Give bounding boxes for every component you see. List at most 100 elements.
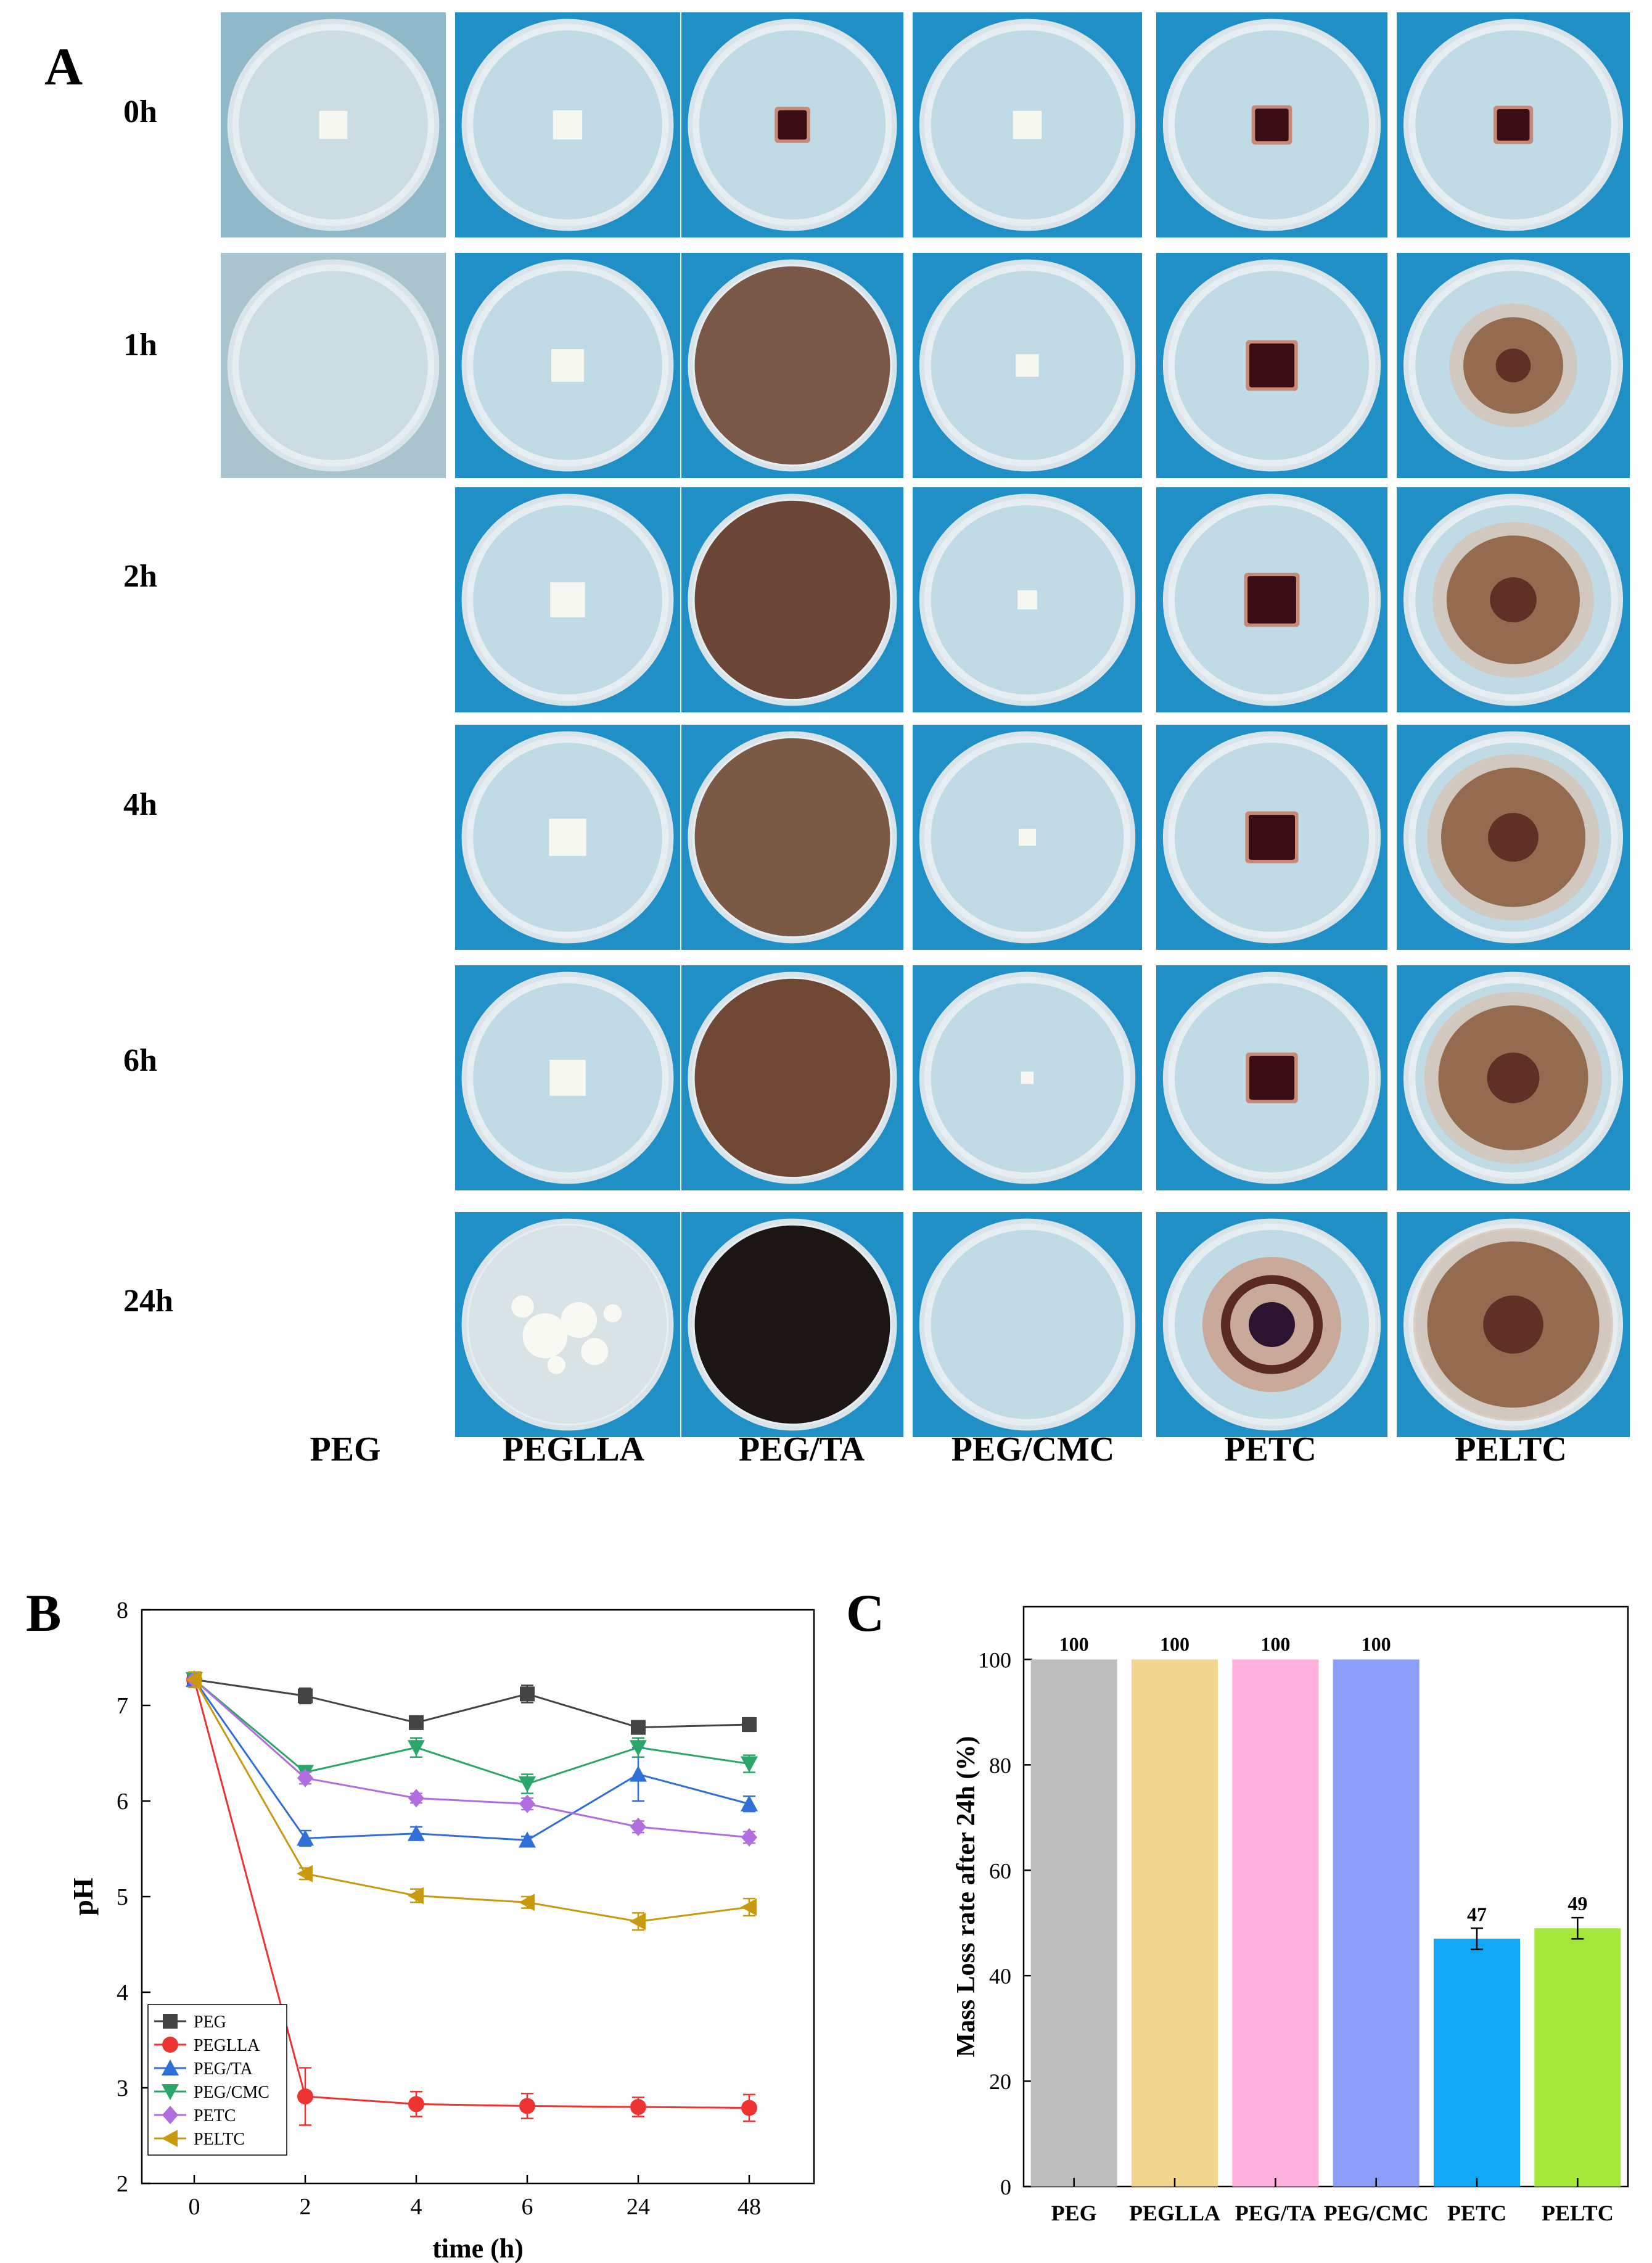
x-tick-label: PETC — [1447, 2201, 1506, 2225]
legend-marker — [163, 2014, 178, 2029]
column-label: PELTC — [1455, 1430, 1567, 1469]
data-point — [519, 2098, 535, 2114]
data-point — [741, 1795, 758, 1812]
petri-dish-photo — [913, 487, 1142, 712]
series-line — [194, 1679, 750, 1839]
petri-dish-photo — [1397, 965, 1630, 1190]
petri-dish-photo — [681, 12, 903, 237]
data-point — [741, 2100, 757, 2116]
legend-label: PETC — [194, 2106, 236, 2125]
panel-c-letter: C — [846, 1583, 885, 1643]
legend-label: PEGLLA — [194, 2036, 260, 2055]
bar-peg-ta — [1232, 1659, 1319, 2187]
data-point — [408, 1887, 424, 1905]
data-point — [742, 1717, 757, 1732]
panel-b-letter: B — [26, 1583, 62, 1643]
y-axis-label: Mass Loss rate after 24h (%) — [952, 1736, 980, 2058]
y-tick-label: 100 — [978, 1647, 1011, 1672]
column-label: PEG — [310, 1430, 381, 1469]
y-tick-label: 7 — [117, 1693, 128, 1719]
data-point — [408, 1740, 425, 1757]
time-label: 4h — [123, 787, 157, 822]
series-line — [193, 1679, 750, 1923]
petri-dish-photo — [455, 12, 680, 237]
petri-dish-photo — [1397, 487, 1630, 712]
data-point — [186, 1671, 202, 1689]
petri-dish-photo — [913, 965, 1142, 1190]
x-tick-label: PEG/TA — [1235, 2201, 1316, 2225]
x-tick-label: 2 — [300, 2194, 311, 2220]
legend-marker — [162, 2130, 178, 2147]
petri-dish-photo — [1397, 1212, 1630, 1437]
petri-dish-photo — [1397, 725, 1630, 950]
petri-dish-photo — [681, 725, 903, 950]
petri-dish-photo — [455, 253, 680, 478]
petri-dish-photo — [455, 965, 680, 1190]
time-label: 0h — [123, 94, 157, 130]
x-tick-label: PEGLLA — [1129, 2201, 1220, 2225]
data-label: 100 — [1160, 1633, 1190, 1655]
data-point — [297, 1768, 313, 1787]
data-point — [408, 2096, 424, 2113]
petri-dish-photo — [1156, 12, 1387, 237]
legend-marker — [162, 2037, 178, 2053]
data-point — [298, 1688, 313, 1704]
data-label: 100 — [1362, 1633, 1391, 1655]
series-line — [194, 1678, 750, 1785]
y-tick-label: 2 — [117, 2171, 128, 2197]
bar-peglla — [1132, 1659, 1218, 2187]
column-label: PEG/CMC — [951, 1430, 1115, 1469]
data-point — [519, 1794, 535, 1813]
petri-dish-photo — [455, 725, 680, 950]
petri-dish-photo — [913, 12, 1142, 237]
y-tick-label: 6 — [117, 1789, 128, 1815]
x-tick-label: PEG — [1051, 2201, 1097, 2225]
petri-dish-photo — [221, 12, 446, 237]
legend-box — [147, 2004, 287, 2156]
series-peg-ta — [186, 1671, 758, 1848]
data-point — [519, 1831, 536, 1848]
time-label: 6h — [123, 1043, 157, 1078]
petri-dish-photo — [681, 965, 903, 1190]
data-point — [297, 2088, 313, 2104]
y-tick-label: 20 — [989, 2069, 1011, 2094]
petri-dish-photo — [681, 487, 903, 712]
petri-dish-photo — [913, 1212, 1142, 1437]
data-point — [630, 1765, 647, 1782]
x-tick-label: PELTC — [1542, 2201, 1614, 2225]
y-tick-label: 60 — [989, 1858, 1011, 1883]
petri-dish-photo — [455, 1212, 680, 1437]
x-axis-label: time (h) — [432, 2233, 524, 2263]
data-point — [741, 1898, 757, 1916]
column-label: PEG/TA — [738, 1430, 865, 1469]
y-tick-label: 4 — [117, 1980, 128, 2006]
data-point — [630, 1913, 646, 1931]
petri-dish-photo — [1156, 725, 1387, 950]
bar-petc — [1434, 1939, 1520, 2187]
y-tick-label: 40 — [989, 1964, 1011, 1989]
time-label: 1h — [123, 328, 157, 363]
x-tick-label: PEG/CMC — [1324, 2201, 1429, 2225]
data-point — [630, 1740, 647, 1757]
petri-dish-photo — [913, 725, 1142, 950]
data-label: 100 — [1260, 1633, 1290, 1655]
petri-dish-photo — [1156, 487, 1387, 712]
bar-peg-cmc — [1333, 1659, 1420, 2187]
bar-peg — [1030, 1659, 1117, 2187]
legend-label: PEG/TA — [194, 2059, 253, 2079]
series-line — [193, 1679, 750, 1842]
data-point — [631, 1720, 646, 1735]
x-tick-label: 4 — [411, 2194, 422, 2220]
petri-dish-photo — [1156, 1212, 1387, 1437]
panel-a-letter: A — [44, 37, 83, 96]
series-peltc — [186, 1671, 757, 1931]
data-point — [519, 1776, 536, 1793]
legend-marker — [162, 2106, 178, 2124]
legend-label: PEG — [194, 2013, 226, 2032]
legend-label: PELTC — [194, 2130, 245, 2149]
series-line — [194, 1678, 750, 1729]
data-point — [408, 1789, 424, 1808]
x-tick-label: 48 — [738, 2194, 761, 2220]
data-point — [408, 1824, 425, 1841]
data-point — [741, 1828, 757, 1847]
